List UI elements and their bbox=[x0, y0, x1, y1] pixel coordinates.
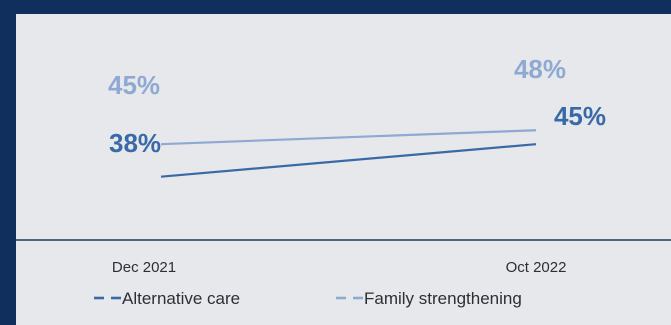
x-tick-layer: Dec 2021 Oct 2022 bbox=[112, 259, 567, 276]
line-chart: 38% 45% 45% 48% Dec 2021 Oct 2022 Alternativ… bbox=[16, 14, 671, 325]
x-tick-label: Dec 2021 bbox=[112, 259, 176, 276]
legend-label: Family strengthening bbox=[364, 289, 522, 308]
data-label-family-strengthening: 45% bbox=[108, 70, 160, 100]
data-label-alternative-care: 45% bbox=[554, 101, 606, 131]
series-line-family-strengthening bbox=[161, 130, 536, 144]
legend-label: Alternative care bbox=[122, 289, 240, 308]
data-label-family-strengthening: 48% bbox=[514, 54, 566, 84]
legend: Alternative care Family strengthening bbox=[94, 289, 522, 308]
x-tick-label: Oct 2022 bbox=[506, 259, 567, 276]
series-layer bbox=[161, 130, 536, 177]
series-line-alternative-care bbox=[161, 144, 536, 177]
data-label-alternative-care: 38% bbox=[109, 128, 161, 158]
chart-panel: 38% 45% 45% 48% Dec 2021 Oct 2022 Alternativ… bbox=[16, 14, 671, 325]
